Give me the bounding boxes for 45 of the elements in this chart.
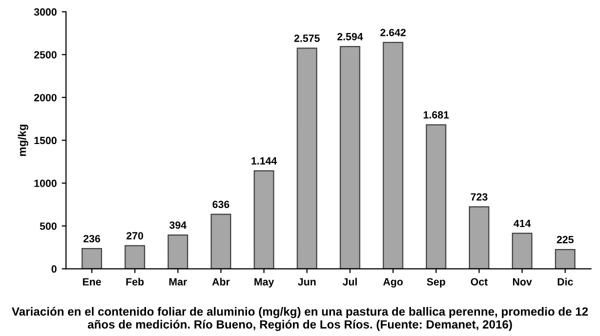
bar (82, 248, 102, 269)
bar (512, 232, 532, 269)
data-label: 394 (169, 221, 187, 229)
data-label: 236 (83, 234, 100, 242)
x-tick-label: Oct (470, 278, 488, 286)
bar (382, 42, 404, 269)
y-tick-label: 3000 (34, 8, 57, 16)
y-tick-label: 0 (52, 265, 57, 273)
y-axis-title: mg/kg (18, 124, 28, 156)
x-tick-label: Jun (298, 278, 316, 286)
bar (426, 124, 446, 269)
x-tick-label: Mar (169, 278, 187, 286)
y-tick-label: 1000 (34, 180, 57, 187)
x-tick-label: Abr (212, 278, 230, 286)
bar (554, 248, 576, 269)
y-tick-label: 1500 (34, 136, 57, 144)
data-label: 414 (514, 220, 531, 227)
y-tick-label: 2500 (34, 51, 57, 58)
x-tick-label: Ago (383, 278, 403, 288)
data-label: 723 (470, 193, 488, 201)
x-tick-label: Sep (426, 278, 446, 288)
data-label: 2.642 (380, 28, 406, 36)
x-tick-label: Dic (558, 278, 573, 286)
y-tick-label: 2000 (34, 94, 57, 102)
data-label: 636 (212, 200, 230, 208)
bar (210, 214, 232, 269)
data-label: 1.144 (252, 157, 277, 164)
data-label: 225 (556, 236, 574, 244)
x-tick-label: Jul (342, 278, 357, 286)
data-label: 2.594 (337, 32, 363, 40)
bar (296, 48, 318, 269)
x-tick-label: May (254, 278, 274, 288)
text: Variación en el contenido foliar de aluminio (mg/kg) en una pastura de ballica perenne, promedio de 12 años de medición. Río Bueno, Región de Los Ríos. (Fuente: Demanet, 2016) (12, 306, 588, 331)
bar (124, 245, 146, 269)
bar (254, 170, 274, 269)
bar (168, 234, 188, 269)
data-label: 1.681 (424, 111, 449, 119)
x-tick-label: Nov (513, 278, 532, 286)
x-tick-label: Feb (126, 278, 144, 286)
data-label: 270 (126, 232, 144, 240)
x-tick-label: Ene (82, 278, 102, 286)
bar (468, 206, 490, 269)
data-label: 2.575 (294, 34, 320, 42)
bar (340, 46, 360, 269)
y-tick-label: 500 (40, 222, 57, 230)
